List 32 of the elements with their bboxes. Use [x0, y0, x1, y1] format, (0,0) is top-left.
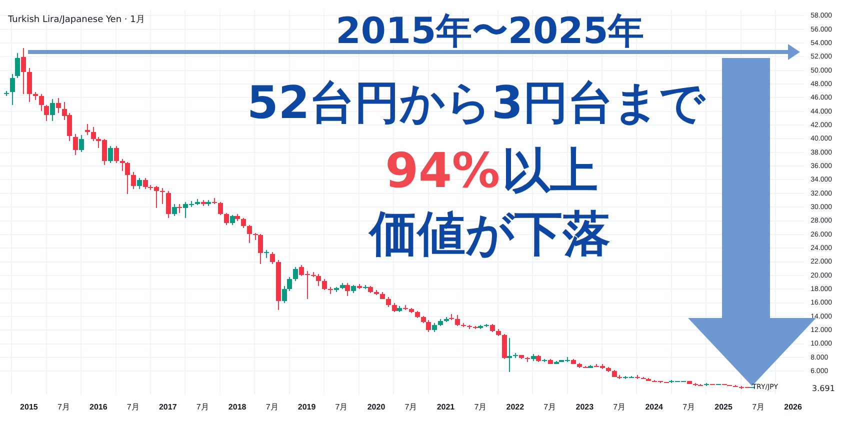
x-tick-label: 7月	[474, 402, 487, 412]
text: Turkish Lira/Japanese Yen · 1月	[8, 14, 145, 26]
x-tick-label: 2019	[298, 402, 316, 412]
candlestick	[507, 338, 512, 372]
x-tick-label: 7月	[682, 402, 696, 412]
x-tick-label: 7月	[752, 402, 765, 412]
x-tick-label: 7月	[57, 402, 70, 412]
candlestick	[160, 188, 165, 204]
x-tick-label: 2016	[90, 402, 108, 412]
x-tick-label: 7月	[126, 402, 140, 412]
annotation: 52台円から3円台まで	[247, 76, 705, 129]
x-tick-label: 2018	[228, 402, 247, 412]
x-tick-label: 7月	[196, 402, 209, 412]
x-tick-label: 2026	[784, 402, 802, 412]
x-tick-label: 2025	[714, 402, 733, 412]
x-tick-label: 2023	[576, 402, 594, 412]
annotation: 94%	[385, 143, 500, 199]
x-tick-label: 7月	[335, 402, 348, 412]
x-tick-label: 2024	[645, 402, 664, 412]
text: 3.691	[812, 384, 835, 393]
x-tick-label: 2021	[436, 402, 456, 412]
annotation: 2015年〜2025年	[336, 11, 644, 52]
x-tick-label: 2020	[367, 402, 386, 412]
x-tick-label: 7月	[544, 402, 556, 412]
x-tick-label: 2022	[506, 402, 525, 412]
x-tick-label: 7月	[266, 402, 278, 412]
annotation: 以上	[502, 143, 598, 199]
x-tick-label: 7月	[613, 402, 626, 412]
annotation: 価値が下落	[370, 206, 610, 262]
x-tick-label: 2015	[20, 402, 38, 412]
x-tick-label: 7月	[404, 402, 418, 412]
x-tick-label: 2017	[158, 402, 178, 412]
